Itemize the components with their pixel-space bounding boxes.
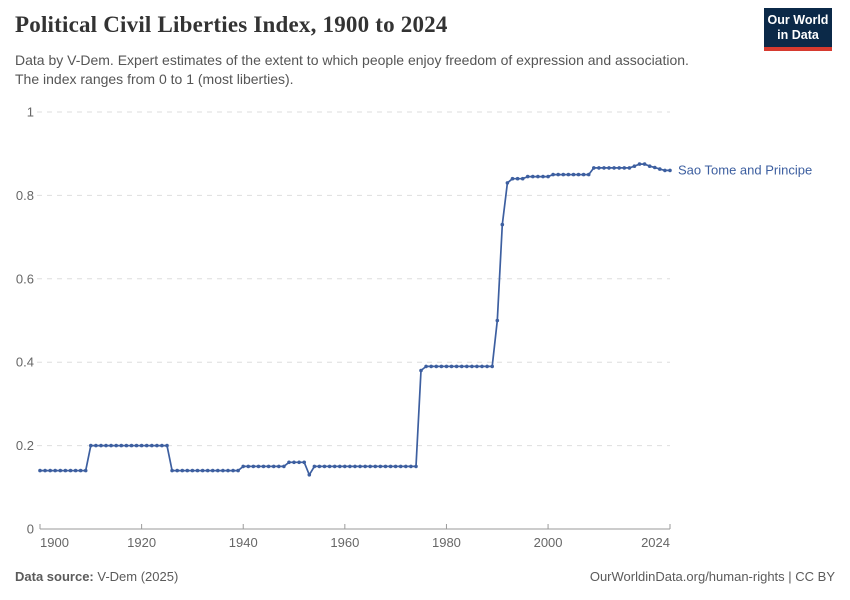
x-tick-label: 1940 [229, 535, 258, 550]
data-source-label: Data source: [15, 569, 94, 584]
y-tick-label: 0.4 [16, 355, 34, 370]
owid-logo[interactable]: Our World in Data [764, 8, 832, 51]
data-points [38, 162, 672, 477]
x-tick-label: 1980 [432, 535, 461, 550]
y-axis-labels: 0 0.2 0.4 0.6 0.8 1 [16, 105, 34, 537]
y-tick-label: 0 [27, 522, 34, 537]
x-tick-label: 1900 [40, 535, 69, 550]
x-axis: 1900 1920 1940 1960 1980 2000 2024 [39, 524, 671, 550]
gridlines [37, 111, 670, 447]
data-line [39, 163, 671, 476]
data-source-value: V-Dem (2025) [93, 569, 179, 584]
x-tick-label: 1920 [127, 535, 156, 550]
x-tick-label: 2000 [534, 535, 563, 550]
y-tick-label: 1 [27, 105, 34, 120]
x-tick-label: 1960 [330, 535, 359, 550]
y-tick-label: 0.8 [16, 188, 34, 203]
owid-logo-line1: Our World [767, 13, 829, 27]
line-chart: 0 0.2 0.4 0.6 0.8 1 1900 1920 1940 1960 1980 2000 20… [16, 105, 812, 551]
y-tick-label: 0.2 [16, 438, 34, 453]
entity-label[interactable]: Sao Tome and Principe [678, 162, 812, 177]
x-tick-label: 2024 [641, 535, 670, 550]
footer-link[interactable]: OurWorldinData.org/human-rights | CC BY [589, 569, 835, 584]
chart-subtitle-line1: Data by V-Dem. Expert estimates of the e… [15, 52, 689, 68]
y-tick-label: 0.6 [16, 271, 34, 286]
owid-logo-line2: in Data [777, 28, 819, 42]
chart-subtitle-line2: The index ranges from 0 to 1 (most liber… [15, 71, 294, 87]
data-source: Data source: V-Dem (2025) [15, 569, 178, 584]
page-title: Political Civil Liberties Index, 1900 to… [15, 12, 448, 37]
